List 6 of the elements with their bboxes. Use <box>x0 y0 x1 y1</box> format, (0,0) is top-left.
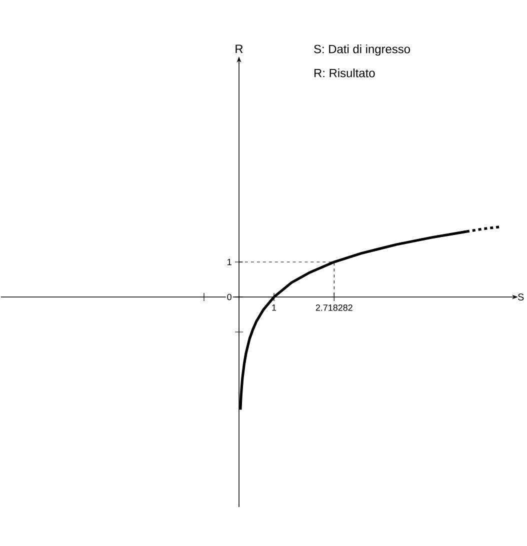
y-tick-label: 0 <box>226 294 232 300</box>
text: S: Dati di ingresso <box>314 44 410 56</box>
annotation: R: Risultato <box>314 68 375 78</box>
x-tick-label: 2.718282 <box>316 304 352 311</box>
x-axis-title: S <box>518 293 524 301</box>
y-axis-title: R <box>235 44 243 53</box>
